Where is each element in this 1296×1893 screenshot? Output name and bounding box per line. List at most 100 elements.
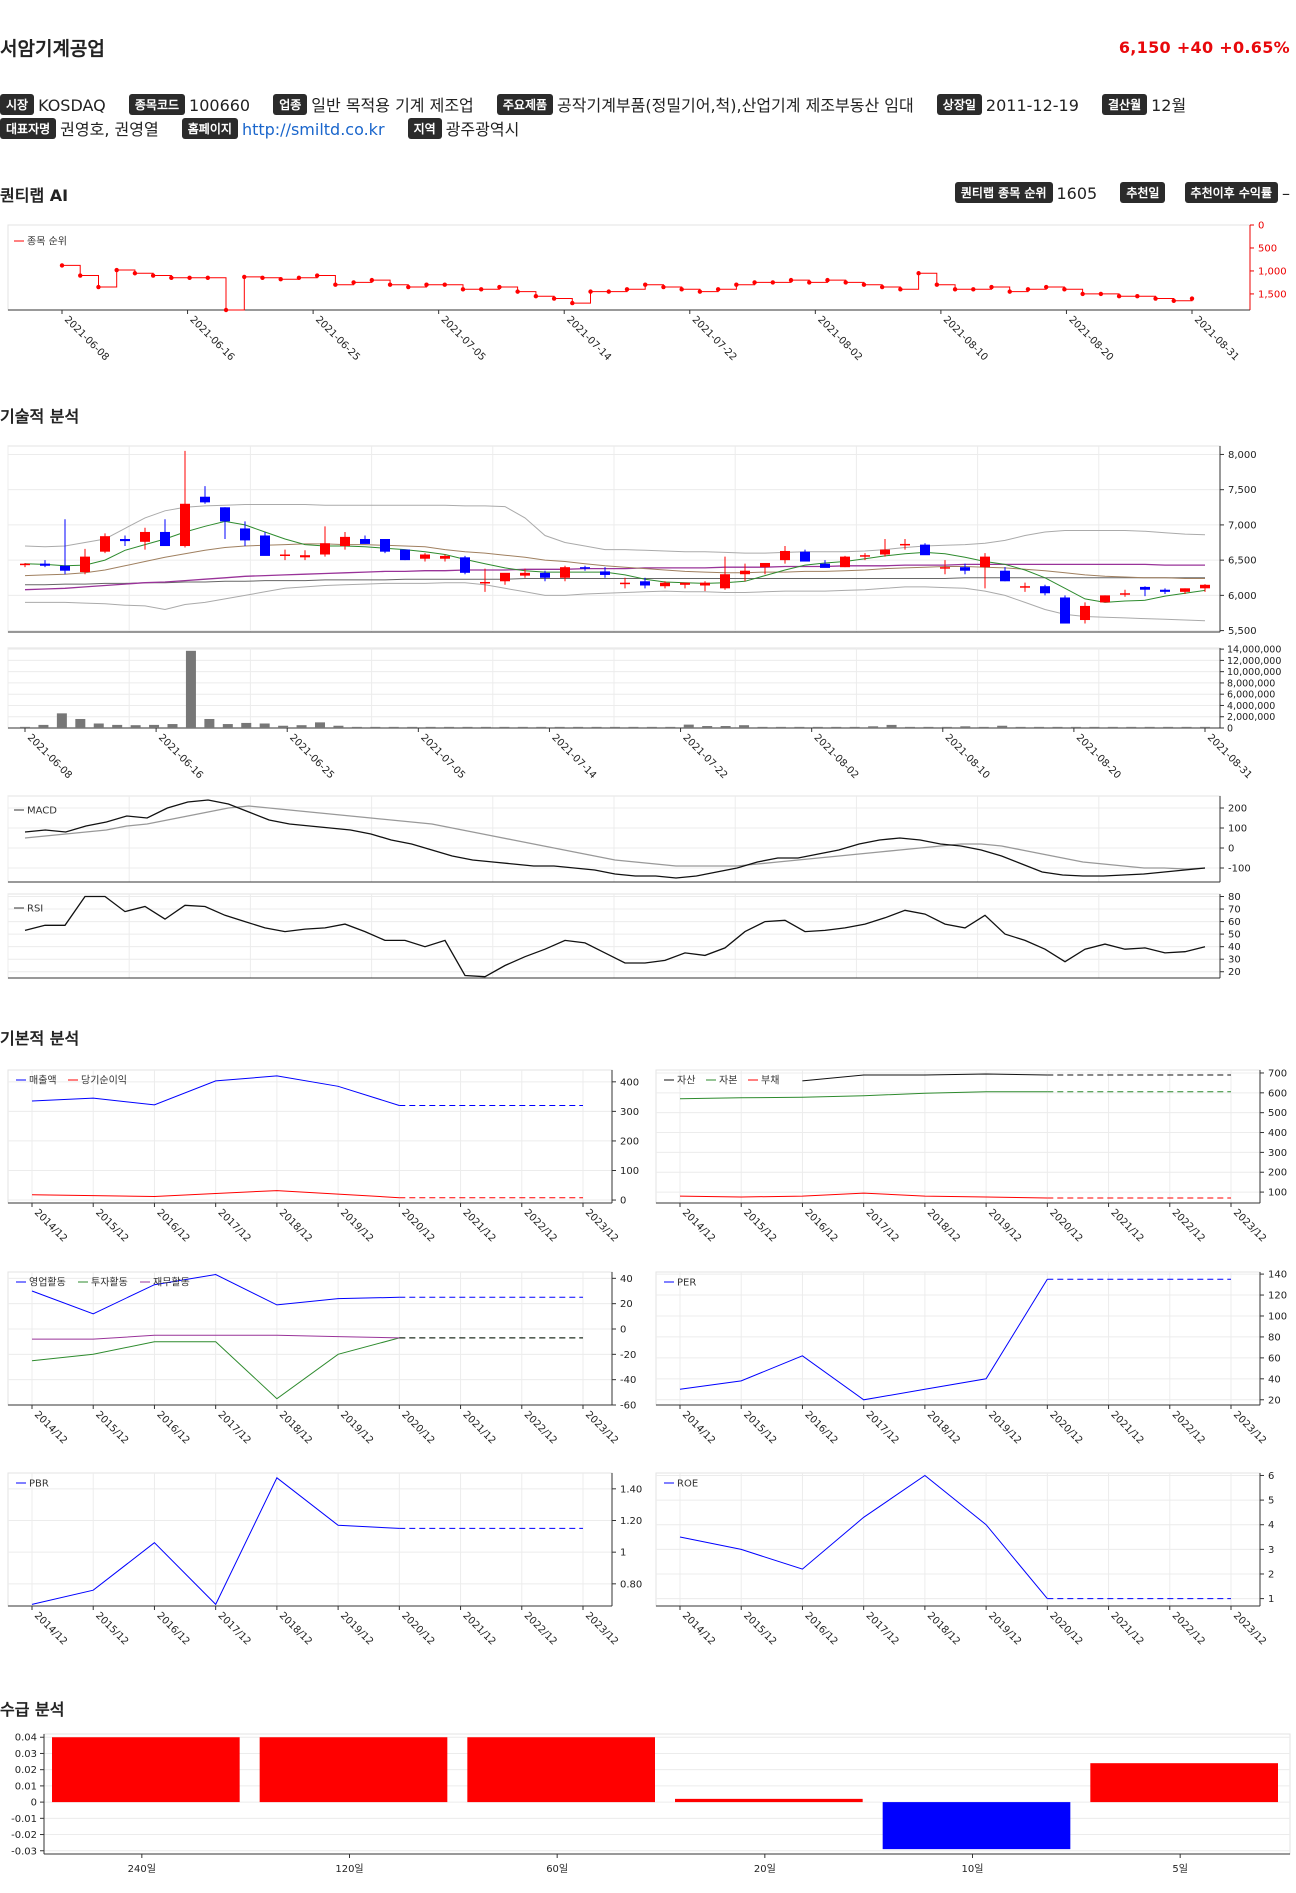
rank-point <box>552 296 556 300</box>
candle-body <box>360 539 370 544</box>
y-tick-label: 0 <box>620 1325 626 1336</box>
volume-bar <box>555 727 565 728</box>
y-tick-label: 700 <box>1268 1068 1287 1079</box>
volume-bar <box>518 727 528 728</box>
volume-bar <box>831 727 841 728</box>
rank-point <box>534 294 538 298</box>
y-tick-label: 20 <box>1228 967 1241 978</box>
candle-body <box>900 544 910 546</box>
candle-body <box>520 573 530 576</box>
y-tick-label: -20 <box>620 1350 636 1361</box>
y-tick-label: 0.80 <box>620 1579 642 1590</box>
y-tick-label: 0 <box>1258 221 1264 232</box>
volume-bar <box>887 725 897 728</box>
volume-bar <box>315 722 325 728</box>
candle-body <box>80 557 90 573</box>
y-tick-label: 100 <box>1228 824 1247 835</box>
candle-body <box>920 545 930 556</box>
x-tick-label: 10일 <box>962 1863 984 1875</box>
x-tick-label: 2018/12 <box>277 1610 314 1647</box>
y-tick-label: 400 <box>1268 1128 1287 1139</box>
rank-point <box>716 287 720 291</box>
volume-bar <box>223 724 233 728</box>
volume-bar <box>1071 727 1081 728</box>
candle-body <box>260 535 270 555</box>
x-tick-label: 2021-07-22 <box>690 314 739 363</box>
y-tick-label: 6,000 <box>1228 591 1257 602</box>
company-name: 서암기계공업 <box>0 34 105 61</box>
x-tick-label: 2022/12 <box>522 1409 559 1446</box>
rank-point <box>734 283 738 287</box>
sales-chart: 40030020010002014/12 2015/12 2016/12 2017/1… <box>0 1060 648 1255</box>
candle-body <box>40 564 50 566</box>
volume-bar <box>1089 727 1099 728</box>
x-tick-label: 2023/12 <box>583 1409 620 1446</box>
candle-body <box>380 539 390 552</box>
candle-body <box>740 571 750 575</box>
rank-point <box>206 276 210 280</box>
y-tick-label: 6 <box>1268 1471 1274 1482</box>
volume-bar <box>739 725 749 728</box>
volume-bar <box>868 726 878 728</box>
legend-entry: RSI <box>27 904 43 915</box>
x-tick-label: 2023/12 <box>1231 1409 1268 1446</box>
x-tick-label: 2018/12 <box>277 1409 314 1446</box>
industry-tag: 업종 <box>273 94 307 115</box>
volume-bar <box>1163 727 1173 728</box>
x-tick-label: 5일 <box>1172 1863 1188 1875</box>
rank-point <box>151 273 155 277</box>
x-tick-label: 2021-08-31 <box>1192 314 1241 363</box>
volume-bar <box>333 726 343 728</box>
x-tick-label: 2015/12 <box>93 1207 130 1244</box>
ceo-value: 권영호, 권영열 <box>60 120 159 139</box>
ceo-tag: 대표자명 <box>0 118 56 139</box>
y-tick-label: 4,000,000 <box>1227 701 1275 712</box>
x-tick-label: 2022/12 <box>1170 1409 1207 1446</box>
y-tick-label: 140 <box>1268 1270 1287 1281</box>
x-tick-label: 2016/12 <box>802 1207 839 1244</box>
volume-bar <box>481 727 491 728</box>
y-tick-label: 200 <box>1228 804 1247 815</box>
volume-bar <box>960 726 970 728</box>
volume-bar <box>204 719 214 728</box>
volume-bar <box>38 725 48 728</box>
y-tick-label: 20 <box>620 1299 633 1310</box>
y-tick-label: 120 <box>1268 1291 1287 1302</box>
legend-entry: ROE <box>677 1479 698 1490</box>
y-tick-label: 30 <box>1228 955 1241 966</box>
y-tick-label: 8,000 <box>1228 450 1257 461</box>
y-tick-label: 1.20 <box>620 1516 642 1527</box>
candle-body <box>1160 590 1170 592</box>
volume-bar <box>1016 727 1026 728</box>
y-tick-label: 1 <box>620 1548 626 1559</box>
ma5-line <box>25 521 1205 602</box>
candle-body <box>760 563 770 567</box>
volume-bar <box>94 723 104 728</box>
x-tick-label: 2023/12 <box>1231 1207 1268 1244</box>
y-tick-label: 5,500 <box>1228 626 1257 637</box>
rank-point <box>169 276 173 280</box>
candle-body <box>540 573 550 578</box>
x-tick-label: 2019/12 <box>986 1207 1023 1244</box>
rank-point <box>315 273 319 277</box>
x-tick-label: 2014/12 <box>680 1610 717 1647</box>
volume-bar <box>1182 727 1192 728</box>
x-tick-label: 2017/12 <box>864 1409 901 1446</box>
candle-body <box>720 574 730 588</box>
y-tick-label: 500 <box>1268 1108 1287 1119</box>
y-tick-label: 1.40 <box>620 1484 642 1495</box>
y-tick-label: 40 <box>1268 1374 1281 1385</box>
legend-entry: 투자활동 <box>91 1276 128 1289</box>
rank-point <box>388 283 392 287</box>
rank-point <box>370 278 374 282</box>
candle-body <box>440 556 450 559</box>
y-tick-label: 14,000,000 <box>1227 645 1281 656</box>
x-tick-label: 2015/12 <box>93 1610 130 1647</box>
volume-bar <box>112 725 122 728</box>
y-tick-label: 70 <box>1228 905 1241 916</box>
balance-chart: 7006005004003002001002014/12 2015/12 2016/… <box>648 1060 1296 1255</box>
x-tick-label: 2021-08-02 <box>812 732 861 781</box>
rec-date-tag: 추천일 <box>1120 182 1165 203</box>
rsi-line <box>25 897 1205 977</box>
homepage-link[interactable]: http://smiltd.co.kr <box>242 120 385 139</box>
